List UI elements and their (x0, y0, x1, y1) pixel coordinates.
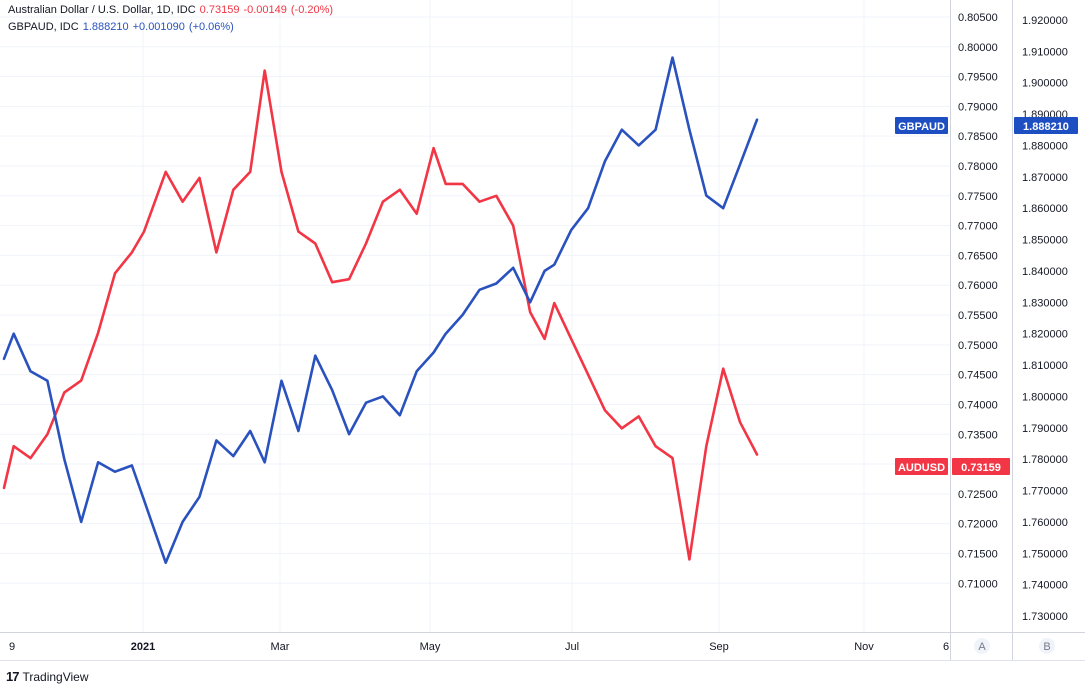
axis-b-tick-label: 1.920000 (1022, 15, 1068, 27)
axis-b-tick-label: 1.760000 (1022, 517, 1068, 529)
vertical-gridlines (142, 0, 865, 632)
axis-a-tick-label: 0.75500 (958, 310, 998, 322)
date-tick-label: May (420, 641, 441, 653)
axis-a-tick-label: 0.73500 (958, 429, 998, 441)
legend-gbpaud-pct: (+0.06%) (188, 21, 234, 33)
time-axis[interactable]: 9 2021 Mar May Jul Sep Nov 6 (9, 641, 949, 653)
legend-gbpaud[interactable]: GBPAUD, IDC 1.888210 +0.001090 (+0.06%) (8, 21, 238, 33)
axis-b-tick-label: 1.820000 (1022, 329, 1068, 341)
price-axis-b[interactable]: 1.9200001.9100001.9000001.8900001.880000… (1022, 15, 1068, 623)
audusd-tag-value: 0.73159 (961, 462, 1001, 474)
legend-audusd-name: Australian Dollar / U.S. Dollar, 1D, IDC (8, 4, 196, 16)
axis-b-tick-label: 1.790000 (1022, 423, 1068, 435)
axis-a-tick-label: 0.76000 (958, 280, 998, 292)
axis-a-tick-label: 0.76500 (958, 250, 998, 262)
axis-b-tick-label: 1.840000 (1022, 266, 1068, 278)
axis-a-tick-label: 0.80000 (958, 42, 998, 54)
axis-b-tick-label: 1.900000 (1022, 78, 1068, 90)
axis-b-tick-label: 1.870000 (1022, 172, 1068, 184)
legend-audusd-pct: (-0.20%) (290, 4, 334, 16)
date-tick-label: Jul (565, 641, 579, 653)
date-tick-label: Nov (854, 641, 874, 653)
axis-b-tick-label: 1.800000 (1022, 391, 1068, 403)
axis-b-tick-label: 1.880000 (1022, 140, 1068, 152)
axis-b-tick-label: 1.750000 (1022, 548, 1068, 560)
axis-b-tick-label: 1.730000 (1022, 611, 1068, 623)
axis-a-tick-label: 0.72500 (958, 489, 998, 501)
axis-a-tick-label: 0.74000 (958, 399, 998, 411)
legend-gbpaud-name: GBPAUD, IDC (8, 21, 79, 33)
axis-a-tick-label: 0.79500 (958, 72, 998, 84)
gbpaud-tag-label: GBPAUD (898, 121, 945, 133)
axis-a-tick-label: 0.75000 (958, 340, 998, 352)
axis-a-tick-label: 0.78500 (958, 131, 998, 143)
scale-button-b-label: B (1043, 641, 1050, 653)
series-layer (2, 56, 759, 565)
axis-b-tick-label: 1.860000 (1022, 203, 1068, 215)
axis-b-tick-label: 1.850000 (1022, 235, 1068, 247)
legend-gbpaud-value: 1.888210 (82, 21, 129, 33)
axis-a-tick-label: 0.77500 (958, 191, 998, 203)
horizontal-gridlines (0, 16, 950, 584)
axis-a-tick-label: 0.71000 (958, 578, 998, 590)
axis-a-tick-label: 0.71500 (958, 548, 998, 560)
axis-a-tick-label: 0.80500 (958, 12, 998, 24)
axis-a-tick-label: 0.77000 (958, 221, 998, 233)
date-tick-label: Sep (709, 641, 729, 653)
axis-b-tick-label: 1.740000 (1022, 580, 1068, 592)
axis-b-tick-label: 1.830000 (1022, 297, 1068, 309)
legend-audusd-value: 0.73159 (199, 4, 240, 16)
date-tick-label: Mar (271, 641, 290, 653)
axis-a-tick-label: 0.74500 (958, 370, 998, 382)
series-line-gbpaud (2, 56, 759, 565)
legend-audusd[interactable]: Australian Dollar / U.S. Dollar, 1D, IDC… (8, 4, 337, 16)
scale-button-b[interactable]: B (1039, 638, 1055, 654)
axis-b-tick-label: 1.810000 (1022, 360, 1068, 372)
axis-b-tick-label: 1.910000 (1022, 46, 1068, 58)
gbpaud-tag-value: 1.888210 (1023, 121, 1069, 133)
axis-b-tick-label: 1.780000 (1022, 454, 1068, 466)
date-tick-label: 9 (9, 641, 15, 653)
tradingview-logo: 17 (6, 669, 20, 684)
axis-a-tick-label: 0.79000 (958, 101, 998, 113)
axis-a-tick-label: 0.78000 (958, 161, 998, 173)
legend-gbpaud-change: +0.001090 (132, 21, 185, 33)
axis-a-tick-label: 0.72000 (958, 519, 998, 531)
audusd-tag-label: AUDUSD (898, 462, 945, 474)
date-tick-label: 2021 (131, 641, 155, 653)
legend-audusd-change: -0.00149 (243, 4, 287, 16)
date-tick-label: 6 (943, 641, 949, 653)
audusd-price-tag: AUDUSD 0.73159 (895, 458, 1010, 475)
series-line-audusd (2, 69, 759, 561)
axis-b-tick-label: 1.770000 (1022, 486, 1068, 498)
scale-button-a-label: A (978, 641, 986, 653)
tradingview-name: TradingView (22, 669, 89, 684)
tradingview-brand[interactable]: 17 TradingView (6, 669, 89, 684)
gbpaud-price-tag: GBPAUD 1.888210 (895, 117, 1078, 134)
scale-button-a[interactable]: A (974, 638, 990, 654)
